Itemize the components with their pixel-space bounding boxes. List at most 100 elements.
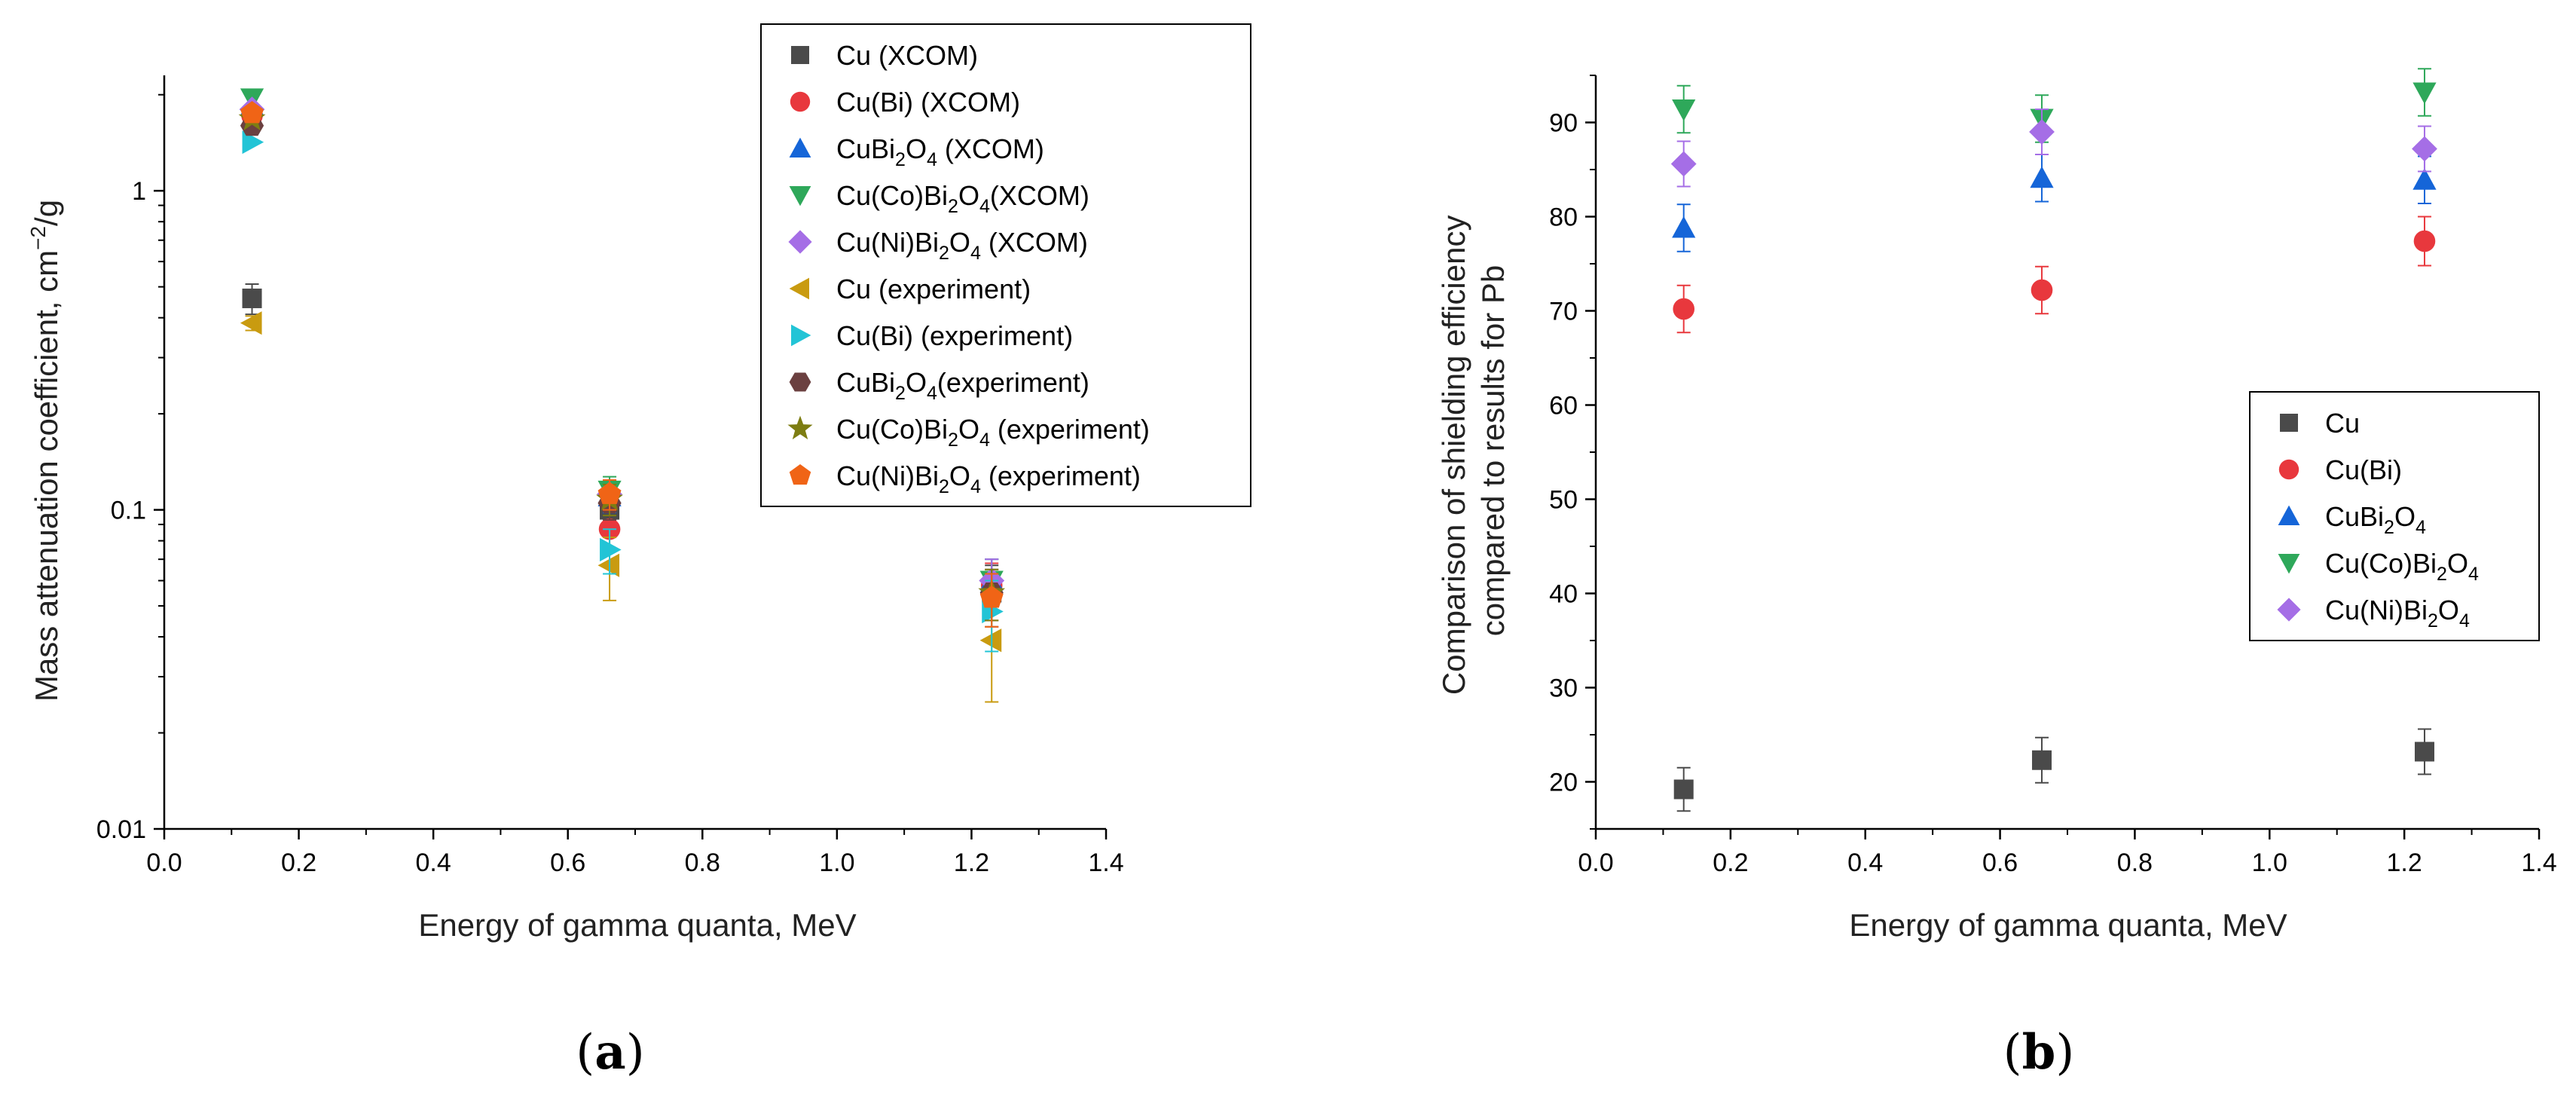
legend-entry: CuBi2O4(experiment): [789, 367, 1089, 404]
legend-label: Cu: [2325, 408, 2360, 439]
legend-box: [2249, 391, 2540, 641]
x-tick-label: 0.6: [1982, 849, 2018, 877]
legend-label: Cu(Ni)Bi2O4 (experiment): [836, 460, 1141, 497]
legend-marker: [789, 464, 811, 485]
y-tick-label: 20: [1549, 769, 1578, 797]
data-point: [600, 537, 622, 562]
data-point: [2412, 136, 2437, 162]
legend-label: Cu(Bi) (XCOM): [836, 87, 1020, 118]
legend-entry: CuBi2O4: [2278, 501, 2426, 538]
y-tick-label: 60: [1549, 392, 1578, 420]
data-point: [242, 288, 262, 308]
legend-marker: [2280, 414, 2298, 432]
x-tick-label: 0.0: [1578, 849, 1613, 877]
panel-a-axes: 0.0 0.2 0.4 0.6 0.8 1.0 1.2 1.4 0.01 0.1 1: [96, 75, 1124, 877]
x-tick-label: 1.2: [2387, 849, 2422, 877]
data-point: [1670, 151, 1697, 177]
legend-marker: [791, 324, 811, 347]
x-tick-label: 0.2: [1713, 849, 1748, 877]
panel-a-label: (a): [576, 1024, 644, 1081]
data-point: [1672, 99, 1696, 121]
legend-label: Cu(Bi): [2325, 454, 2402, 485]
legend-label: CuBi2O4(experiment): [836, 367, 1089, 404]
data-point: [979, 586, 1004, 608]
series-2: [1672, 154, 2437, 252]
legend-entry: Cu(Ni)Bi2O4 (experiment): [789, 460, 1141, 497]
data-point: [2414, 742, 2434, 762]
y-tick-label: 0.1: [111, 497, 146, 525]
legend-entry: Cu(Bi) (experiment): [791, 320, 1073, 351]
legend-entry: Cu(Ni)Bi2O4: [2277, 595, 2470, 631]
data-point: [242, 130, 264, 154]
legend-entry: Cu: [2280, 408, 2360, 439]
x-tick-label: 0.6: [550, 849, 585, 877]
legend-marker: [2278, 554, 2300, 574]
legend-entry: Cu(Co)Bi2O4(XCOM): [789, 180, 1089, 217]
x-tick-label: 0.8: [685, 849, 720, 877]
legend-entry: Cu(Ni)Bi2O4 (XCOM): [788, 227, 1088, 264]
data-point: [2413, 168, 2437, 190]
legend-box: [760, 23, 1251, 507]
series-9: [240, 101, 1004, 628]
y-tick-label: 50: [1549, 486, 1578, 515]
legend-entry: Cu(Co)Bi2O4 (experiment): [787, 414, 1150, 451]
legend-label: Cu (experiment): [836, 274, 1031, 304]
legend-label: Cu(Ni)Bi2O4: [2325, 595, 2470, 631]
data-point: [2413, 230, 2436, 252]
data-point: [1673, 779, 1694, 800]
y-tick-label: 40: [1549, 580, 1578, 609]
legend-label: Cu(Co)Bi2O4: [2325, 548, 2479, 585]
data-point: [597, 482, 622, 504]
legend-label: Cu (XCOM): [836, 40, 978, 71]
legend-entry: Cu (experiment): [789, 274, 1031, 304]
panel-b-axes: 0.0 0.2 0.4 0.6 0.8 1.0 1.2 1.4 20 30 40 50 60 70 80 90: [1549, 75, 2557, 877]
legend-marker: [789, 137, 811, 157]
panel-a-x-axis-label: Energy of gamma quanta, MeV: [418, 907, 856, 943]
x-tick-label: 0.8: [2117, 849, 2153, 877]
x-tick-label: 0.2: [281, 849, 316, 877]
panel-b-legend: Cu Cu(Bi) CuBi2O4 Cu(Co)Bi2O4 Cu(Ni)Bi2O4: [2249, 391, 2540, 641]
x-tick-label: 1.2: [954, 849, 989, 877]
series-4: [1670, 109, 2437, 188]
data-point: [240, 311, 262, 335]
legend-marker: [2277, 598, 2301, 622]
legend-entry: Cu(Co)Bi2O4: [2278, 548, 2479, 585]
legend-marker: [789, 277, 809, 300]
panel-b-y-axis-label: Comparison of shielding efficiency compa…: [1436, 206, 1511, 695]
legend-marker: [789, 186, 811, 206]
data-point: [1672, 216, 1696, 238]
legend-label: CuBi2O4: [2325, 501, 2426, 538]
data-point: [240, 101, 264, 124]
panel-b-chart: Energy of gamma quanta, MeV Comparison o…: [1436, 68, 2557, 1081]
y-tick-label: 1: [132, 177, 146, 206]
y-tick-label: 80: [1549, 203, 1578, 232]
data-point: [2032, 750, 2052, 770]
panel-b-x-axis-label: Energy of gamma quanta, MeV: [1849, 907, 2287, 943]
legend-entry: Cu(Bi): [2278, 454, 2402, 485]
panel-a-legend: Cu (XCOM) Cu(Bi) (XCOM) CuBi2O4 (XCOM) Cu(C…: [760, 23, 1251, 507]
legend-marker: [2278, 505, 2300, 525]
panel-a-chart: Energy of gamma quanta, MeV Mass attenua…: [26, 23, 1251, 1081]
x-tick-label: 0.4: [1847, 849, 1883, 877]
legend-label: Cu(Co)Bi2O4 (experiment): [836, 414, 1150, 451]
legend-label: Cu(Co)Bi2O4(XCOM): [836, 180, 1089, 217]
y-tick-label: 30: [1549, 674, 1578, 703]
legend-label: Cu(Ni)Bi2O4 (XCOM): [836, 227, 1088, 264]
data-point: [2029, 119, 2055, 145]
x-tick-label: 0.0: [146, 849, 182, 877]
legend-marker: [788, 230, 812, 254]
data-point: [2031, 279, 2053, 301]
legend-marker: [787, 415, 813, 440]
legend-entry: Cu(Bi) (XCOM): [790, 87, 1020, 118]
y-tick-label: 0.01: [96, 815, 146, 844]
legend-marker: [790, 91, 811, 112]
y-tick-label: 70: [1549, 298, 1578, 326]
legend-marker: [791, 46, 809, 64]
legend-label: CuBi2O4 (XCOM): [836, 133, 1044, 170]
legend-entry: CuBi2O4 (XCOM): [789, 133, 1044, 170]
legend-marker: [789, 372, 811, 392]
legend-entry: Cu (XCOM): [791, 40, 978, 71]
x-tick-label: 1.0: [819, 849, 854, 877]
series-1: [1673, 216, 2436, 334]
